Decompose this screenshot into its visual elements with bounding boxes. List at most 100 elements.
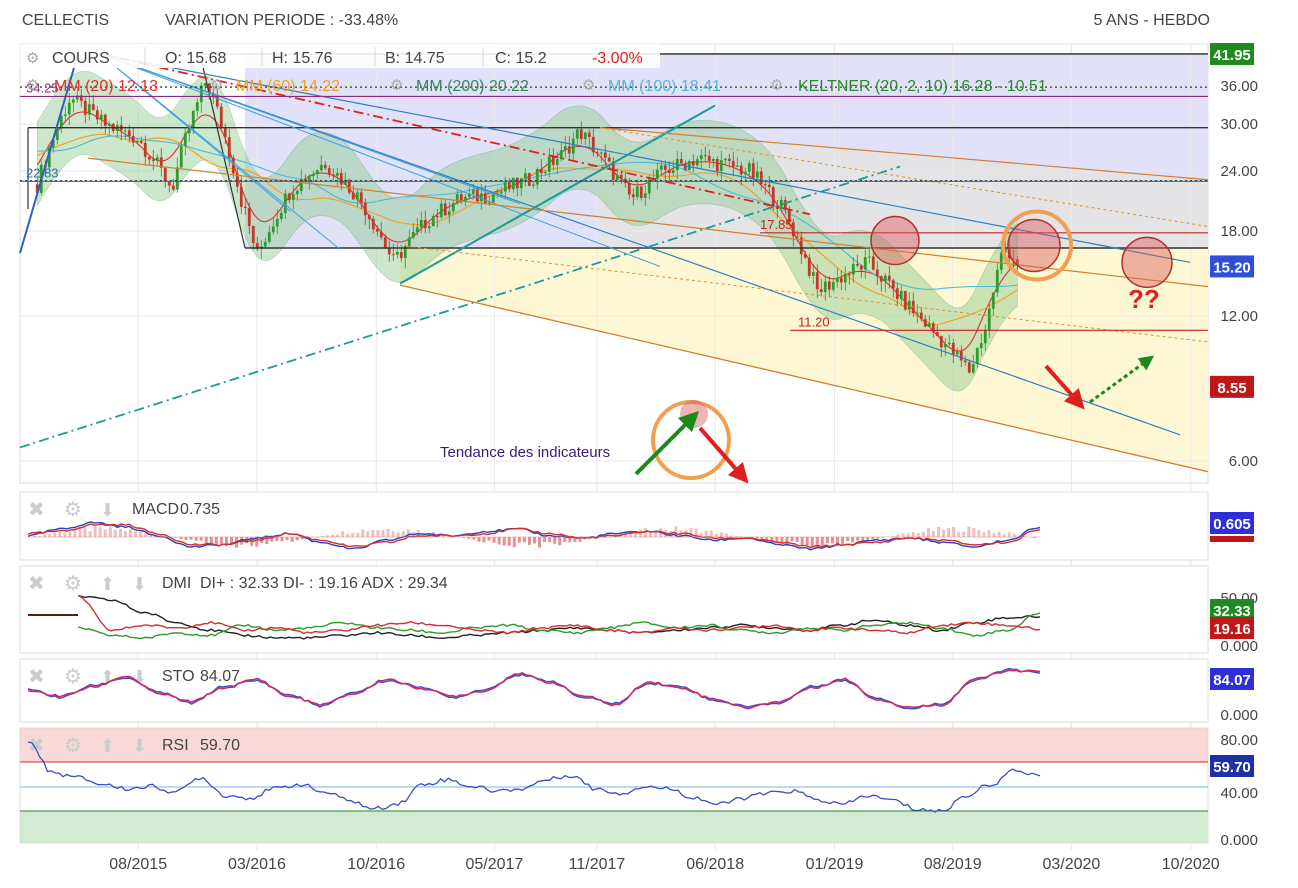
- candle-body: [135, 141, 139, 143]
- macd-tag-label: 0.605: [1213, 516, 1251, 533]
- candle-body: [763, 184, 767, 186]
- level-label: 22.83: [26, 165, 59, 180]
- candle-body: [1015, 259, 1019, 265]
- candle-body: [999, 252, 1003, 270]
- macd-histogram-bar: [830, 537, 834, 544]
- macd-histogram-bar: [396, 532, 400, 537]
- legend-close: C: 15.2: [495, 50, 547, 67]
- macd-histogram-bar: [442, 535, 446, 537]
- macd-histogram-bar: [1012, 534, 1016, 537]
- candles: [35, 82, 1019, 375]
- macd-histogram-bar: [204, 537, 208, 543]
- x-tick-label: 01/2019: [806, 856, 864, 873]
- candle-body: [183, 133, 187, 147]
- x-tick-label: 08/2015: [109, 856, 167, 873]
- candle-body: [931, 323, 935, 333]
- candle-body: [639, 186, 643, 198]
- macd-histogram-bar: [719, 532, 723, 537]
- macd-histogram-bar: [123, 531, 127, 537]
- macd-histogram-bar: [916, 533, 920, 537]
- candle-body: [747, 163, 751, 172]
- orange-channel-dotted: [399, 244, 1209, 343]
- legend-mm60: MM (60) 14.22: [236, 78, 340, 95]
- candle-body: [779, 199, 783, 209]
- macd-histogram-bar: [522, 537, 526, 543]
- macd-histogram-bar: [926, 528, 930, 537]
- candle-body: [503, 182, 507, 192]
- macd-histogram-bar: [795, 537, 799, 542]
- candle-body: [903, 290, 907, 310]
- candle-body: [615, 174, 619, 181]
- candle-body: [515, 177, 519, 189]
- candle-body: [227, 137, 231, 158]
- macd-histogram-bar: [129, 529, 132, 537]
- macd-histogram-bar: [43, 534, 47, 537]
- candle-body: [139, 141, 143, 143]
- channel-left-slope: [199, 53, 246, 249]
- legend-cours: COURS: [52, 50, 110, 67]
- arrow-up-green: [634, 410, 700, 476]
- legend-change: -3.00%: [592, 50, 643, 67]
- macd-histogram-bar: [699, 533, 703, 537]
- period-label: 5 ANS - HEBDO: [1093, 12, 1210, 29]
- candle-body: [159, 157, 163, 168]
- candle-body: [707, 155, 711, 161]
- panel-value: 84.07: [200, 668, 240, 685]
- adx-line: [77, 594, 1041, 640]
- candle-body: [219, 106, 223, 128]
- macd-histogram-bar: [644, 527, 648, 537]
- candle-body: [751, 163, 755, 178]
- candle-body: [367, 215, 371, 219]
- macd-histogram-bar: [533, 537, 536, 544]
- candle-body: [939, 336, 943, 348]
- candle-body: [151, 159, 155, 161]
- macd-histogram-bar: [921, 531, 925, 537]
- macd-histogram-bar: [98, 526, 102, 537]
- panel-value: 0.735: [180, 501, 220, 518]
- candle-body: [647, 179, 651, 194]
- mm60-line: [37, 133, 1018, 326]
- macd-histogram-bar: [492, 537, 496, 543]
- candle-body: [927, 323, 931, 327]
- macd-histogram-bar: [674, 526, 678, 537]
- macd-histogram-bar: [937, 526, 940, 537]
- candle-body: [867, 256, 871, 258]
- candle-body: [695, 159, 699, 166]
- macd-histogram-bar: [48, 533, 52, 537]
- sto-tag: [1210, 668, 1254, 690]
- macd-histogram-bar: [527, 537, 531, 545]
- candle-body: [75, 95, 79, 100]
- macd-histogram-bar: [992, 532, 996, 537]
- candle-body: [627, 183, 631, 195]
- sto-k-line: [27, 669, 1041, 710]
- candle-body: [463, 196, 467, 202]
- macd-histogram-bar: [714, 533, 718, 537]
- candle-body: [87, 104, 91, 115]
- macd-histogram-bar: [634, 532, 637, 537]
- dmi-ytick: 0.000: [1220, 638, 1258, 655]
- candle-body: [171, 185, 175, 190]
- price-ytick: 24.00: [1220, 163, 1258, 180]
- candle-body: [455, 194, 459, 204]
- candle-body: [587, 132, 591, 137]
- macd-histogram-bar: [53, 532, 57, 537]
- candle-body: [599, 152, 603, 154]
- candle-body: [127, 130, 131, 137]
- macd-histogram-bar: [159, 535, 163, 537]
- macd-histogram-bar: [694, 528, 698, 537]
- macd-histogram-bar: [68, 531, 72, 537]
- orange-channel-bottom: [399, 284, 1209, 473]
- rsi-line: [27, 741, 1041, 813]
- x-tick-label: 10/2020: [1162, 856, 1220, 873]
- macd-histogram-bar: [346, 533, 350, 537]
- panel-label: RSI: [162, 737, 189, 754]
- candle-body: [59, 115, 63, 129]
- candle-body: [851, 263, 855, 275]
- candle-body: [787, 209, 791, 223]
- x-tick-label: 03/2020: [1042, 856, 1100, 873]
- macd-histogram-bar: [280, 537, 284, 542]
- candle-body: [359, 192, 363, 203]
- candle-body: [791, 222, 795, 237]
- candle-body: [355, 192, 359, 200]
- rise-line: [19, 53, 79, 254]
